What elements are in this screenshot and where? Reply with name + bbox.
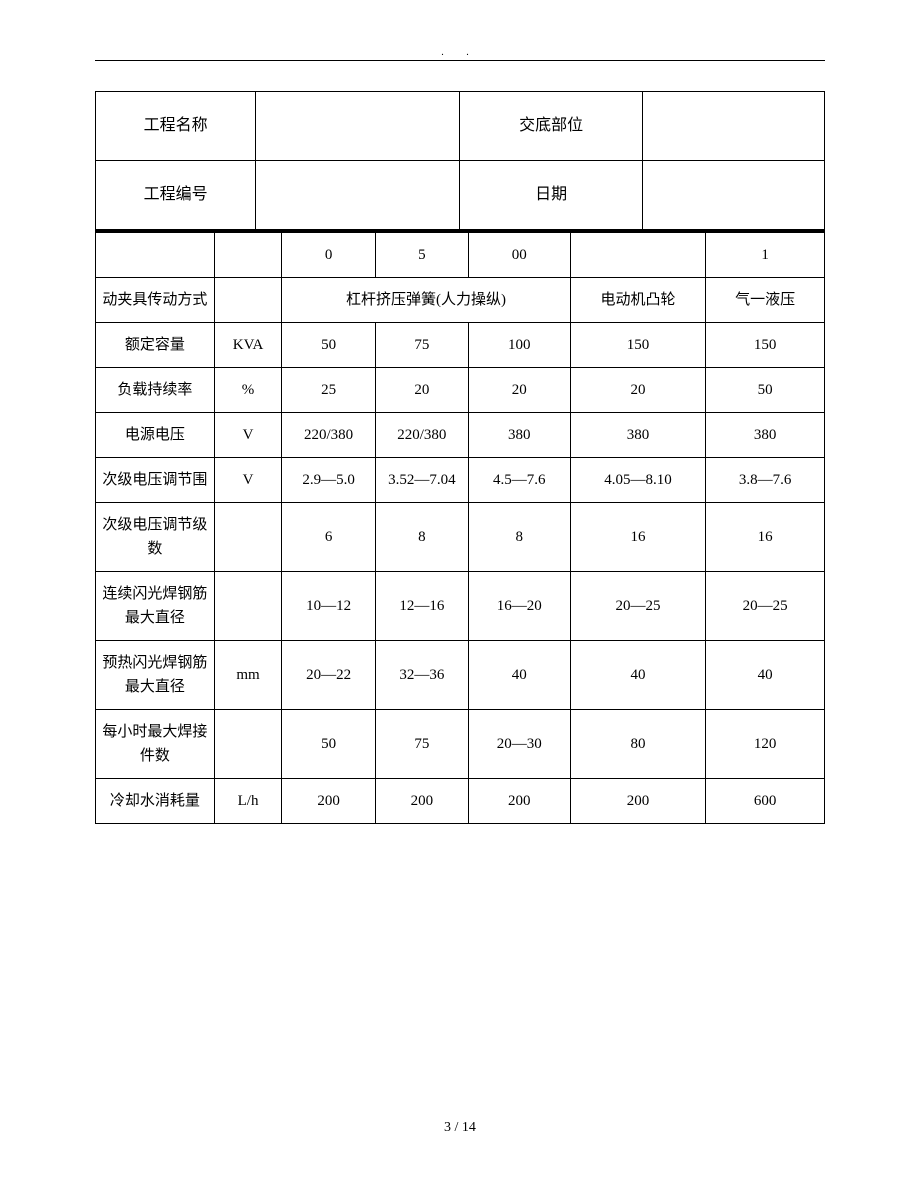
cell: 200 bbox=[375, 779, 468, 824]
cell: 600 bbox=[706, 779, 825, 824]
row-unit: V bbox=[214, 413, 282, 458]
cell: 10—12 bbox=[282, 572, 375, 641]
row-unit: KVA bbox=[214, 323, 282, 368]
cell: 20—25 bbox=[706, 572, 825, 641]
row-unit bbox=[214, 278, 282, 323]
table-row: 0 5 00 1 bbox=[96, 232, 825, 278]
cell: 20 bbox=[570, 368, 706, 413]
table-row: 次级电压调节围 V 2.9—5.0 3.52—7.04 4.5—7.6 4.05… bbox=[96, 458, 825, 503]
cell: 40 bbox=[468, 641, 570, 710]
row-unit: mm bbox=[214, 641, 282, 710]
cell: 5 bbox=[375, 232, 468, 278]
cell: 150 bbox=[706, 323, 825, 368]
header-label: 交底部位 bbox=[460, 92, 642, 161]
table-row: 额定容量 KVA 50 75 100 150 150 bbox=[96, 323, 825, 368]
cell: 50 bbox=[706, 368, 825, 413]
header-label: 工程编号 bbox=[96, 161, 256, 230]
cell: 20—30 bbox=[468, 710, 570, 779]
cell: 50 bbox=[282, 323, 375, 368]
header-value bbox=[256, 161, 460, 230]
header-label: 工程名称 bbox=[96, 92, 256, 161]
cell: 380 bbox=[706, 413, 825, 458]
table-row: 每小时最大焊接件数 50 75 20—30 80 120 bbox=[96, 710, 825, 779]
cell: 12—16 bbox=[375, 572, 468, 641]
cell: 25 bbox=[282, 368, 375, 413]
cell: 4.05—8.10 bbox=[570, 458, 706, 503]
row-label: 负载持续率 bbox=[96, 368, 215, 413]
cell: 120 bbox=[706, 710, 825, 779]
table-row: 负载持续率 % 25 20 20 20 50 bbox=[96, 368, 825, 413]
cell: 20—22 bbox=[282, 641, 375, 710]
header-value bbox=[642, 161, 824, 230]
page-number: 3 / 14 bbox=[444, 1120, 476, 1135]
cell: 80 bbox=[570, 710, 706, 779]
cell: 220/380 bbox=[282, 413, 375, 458]
cell: 16 bbox=[706, 503, 825, 572]
row-unit: % bbox=[214, 368, 282, 413]
row-label: 每小时最大焊接件数 bbox=[96, 710, 215, 779]
data-table: 0 5 00 1 动夹具传动方式 杠杆挤压弹簧(人力操纵) 电动机凸轮 气一液压… bbox=[95, 230, 825, 824]
page-footer: 3 / 14 bbox=[0, 1120, 920, 1136]
header-table: 工程名称 交底部位 工程编号 日期 bbox=[95, 91, 825, 230]
cell: 2.9—5.0 bbox=[282, 458, 375, 503]
cell: 20—25 bbox=[570, 572, 706, 641]
cell: 16—20 bbox=[468, 572, 570, 641]
row-label: 次级电压调节围 bbox=[96, 458, 215, 503]
row-label: 冷却水消耗量 bbox=[96, 779, 215, 824]
cell: 200 bbox=[570, 779, 706, 824]
row-unit: V bbox=[214, 458, 282, 503]
row-unit: L/h bbox=[214, 779, 282, 824]
cell: 380 bbox=[468, 413, 570, 458]
row-label bbox=[96, 232, 215, 278]
cell: 40 bbox=[706, 641, 825, 710]
cell: 电动机凸轮 bbox=[570, 278, 706, 323]
cell: 150 bbox=[570, 323, 706, 368]
cell: 1 bbox=[706, 232, 825, 278]
cell: 16 bbox=[570, 503, 706, 572]
cell: 380 bbox=[570, 413, 706, 458]
row-label: 动夹具传动方式 bbox=[96, 278, 215, 323]
row-unit bbox=[214, 710, 282, 779]
cell: 8 bbox=[375, 503, 468, 572]
cell: 75 bbox=[375, 710, 468, 779]
cell: 4.5—7.6 bbox=[468, 458, 570, 503]
row-label: 电源电压 bbox=[96, 413, 215, 458]
header-value bbox=[256, 92, 460, 161]
cell: 3.52—7.04 bbox=[375, 458, 468, 503]
table-row: 冷却水消耗量 L/h 200 200 200 200 600 bbox=[96, 779, 825, 824]
cell bbox=[570, 232, 706, 278]
row-label: 次级电压调节级数 bbox=[96, 503, 215, 572]
cell: 20 bbox=[375, 368, 468, 413]
table-row: 预热闪光焊钢筋最大直径 mm 20—22 32—36 40 40 40 bbox=[96, 641, 825, 710]
cell: 00 bbox=[468, 232, 570, 278]
header-value bbox=[642, 92, 824, 161]
cell: 6 bbox=[282, 503, 375, 572]
cell: 3.8—7.6 bbox=[706, 458, 825, 503]
cell: 220/380 bbox=[375, 413, 468, 458]
cell: 0 bbox=[282, 232, 375, 278]
cell: 杠杆挤压弹簧(人力操纵) bbox=[282, 278, 570, 323]
cell: 8 bbox=[468, 503, 570, 572]
cell: 50 bbox=[282, 710, 375, 779]
table-row: 次级电压调节级数 6 8 8 16 16 bbox=[96, 503, 825, 572]
row-label: 连续闪光焊钢筋最大直径 bbox=[96, 572, 215, 641]
cell: 32—36 bbox=[375, 641, 468, 710]
table-row: 电源电压 V 220/380 220/380 380 380 380 bbox=[96, 413, 825, 458]
cell: 75 bbox=[375, 323, 468, 368]
row-label: 预热闪光焊钢筋最大直径 bbox=[96, 641, 215, 710]
cell: 40 bbox=[570, 641, 706, 710]
row-unit bbox=[214, 503, 282, 572]
cell: 气一液压 bbox=[706, 278, 825, 323]
row-unit bbox=[214, 232, 282, 278]
cell: 200 bbox=[282, 779, 375, 824]
table-row: 连续闪光焊钢筋最大直径 10—12 12—16 16—20 20—25 20—2… bbox=[96, 572, 825, 641]
header-label: 日期 bbox=[460, 161, 642, 230]
cell: 20 bbox=[468, 368, 570, 413]
row-label: 额定容量 bbox=[96, 323, 215, 368]
cell: 100 bbox=[468, 323, 570, 368]
row-unit bbox=[214, 572, 282, 641]
cell: 200 bbox=[468, 779, 570, 824]
table-row: 动夹具传动方式 杠杆挤压弹簧(人力操纵) 电动机凸轮 气一液压 bbox=[96, 278, 825, 323]
